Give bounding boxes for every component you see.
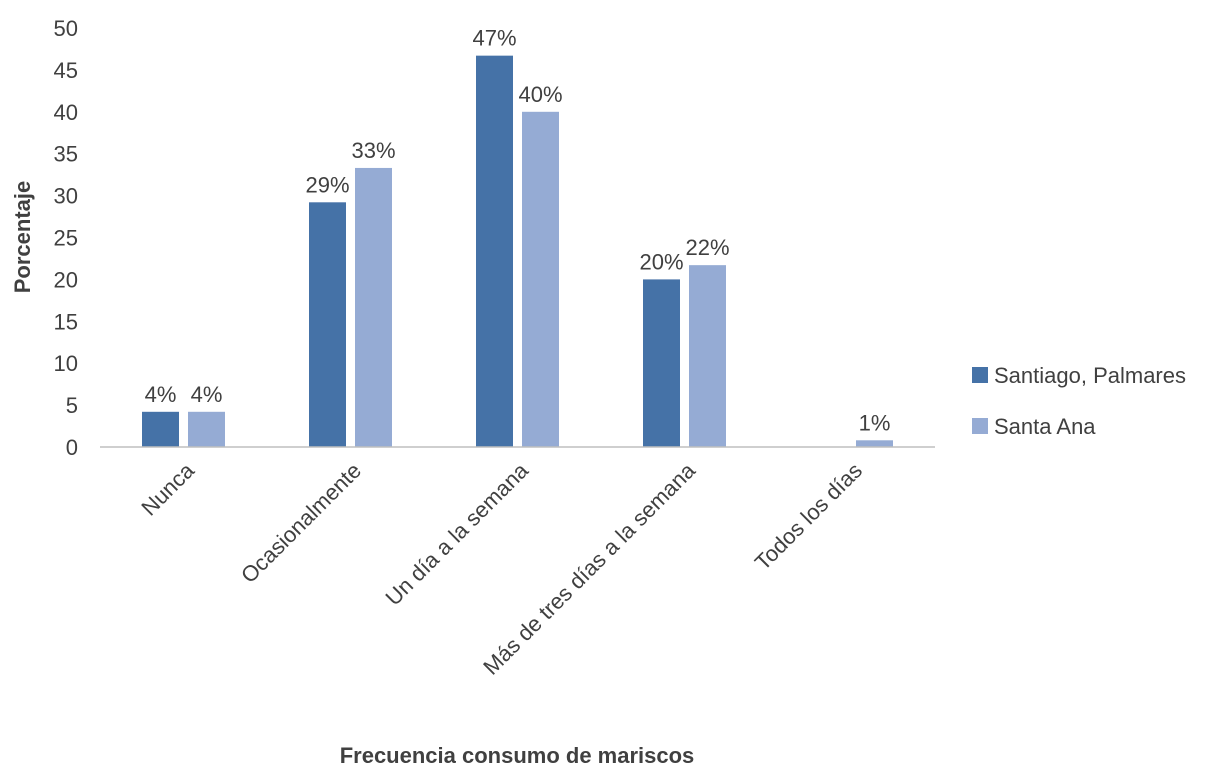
bar-santiago-palmares (142, 411, 179, 447)
y-tick-label: 45 (54, 58, 78, 83)
data-label: 4% (191, 382, 223, 407)
data-label: 1% (859, 410, 891, 435)
bar-santiago-palmares (643, 279, 680, 447)
bar-santa-ana (355, 167, 392, 448)
y-tick-label: 20 (54, 267, 78, 292)
category-label: Nunca (136, 457, 199, 520)
bar-santiago-palmares (476, 55, 513, 448)
data-label: 47% (472, 26, 516, 51)
y-tick-label: 25 (54, 226, 78, 251)
bar-santa-ana (188, 411, 225, 447)
bar-santa-ana (522, 111, 559, 448)
y-tick-label: 35 (54, 142, 78, 167)
legend-swatch (972, 367, 988, 383)
data-label: 4% (145, 382, 177, 407)
legend: Santiago, Palmares Santa Ana (972, 363, 1186, 439)
data-label: 33% (351, 138, 395, 163)
y-tick-label: 50 (54, 16, 78, 41)
legend-label: Santiago, Palmares (994, 363, 1186, 388)
y-axis-title: Porcentaje (10, 181, 35, 294)
data-label: 40% (518, 82, 562, 107)
category-labels: Nunca Ocasionalmente Un día a la semanaMás… (136, 457, 867, 679)
bar-santa-ana (856, 440, 893, 447)
data-labels: 4% 29% 47% 20% 4% 33% 40% 22% 1% (145, 26, 891, 436)
bar-santa-ana (689, 265, 726, 447)
category-label: Todos los días (750, 458, 867, 575)
data-label: 20% (639, 249, 683, 274)
data-label: 29% (305, 172, 349, 197)
y-tick-label: 15 (54, 309, 78, 334)
y-tick-label: 0 (66, 435, 78, 460)
category-label: Ocasionalmente (236, 458, 366, 588)
legend-label: Santa Ana (994, 414, 1096, 439)
bars (142, 55, 893, 448)
y-tick-label: 5 (66, 393, 78, 418)
legend-swatch (972, 418, 988, 434)
category-label: Un día a la semana (380, 457, 533, 610)
data-label: 22% (685, 235, 729, 260)
y-tick-label: 30 (54, 184, 78, 209)
y-axis-ticks: 0 5 10 15 20 25 30 35 40 45 50 (54, 16, 78, 460)
x-axis-title: Frecuencia consumo de mariscos (340, 743, 695, 768)
y-tick-label: 40 (54, 100, 78, 125)
y-tick-label: 10 (54, 351, 78, 376)
bar-santiago-palmares (309, 202, 346, 447)
